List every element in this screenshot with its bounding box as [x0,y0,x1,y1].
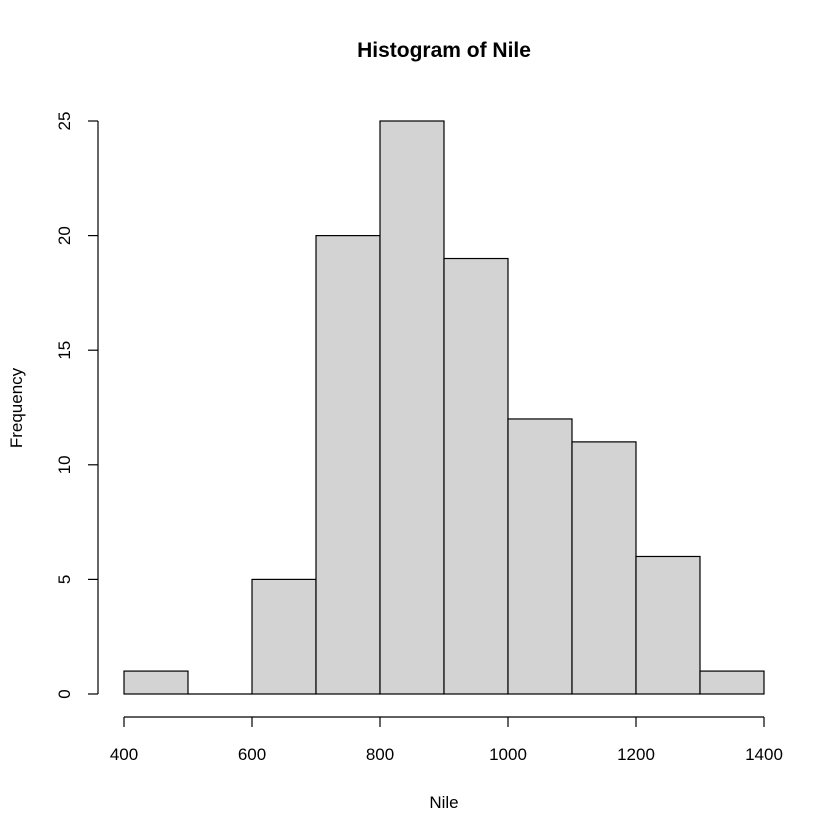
x-axis: 400 600 800 1000 1200 1400 [110,716,783,764]
y-axis-label: Frequency [7,367,26,448]
histogram-bar [507,418,573,695]
histogram-bar [315,235,381,695]
x-tick-label: 400 [110,745,138,764]
x-tick-label: 1200 [617,745,655,764]
y-tick-label: 25 [55,112,74,131]
y-tick-label: 5 [55,575,74,584]
y-tick-label: 20 [55,226,74,245]
histogram-bar [379,120,445,695]
histogram-bar [635,555,701,695]
y-tick-label: 15 [55,341,74,360]
y-axis: 0 5 10 15 20 25 [55,112,99,699]
x-tick-label: 1000 [489,745,527,764]
histogram-bar [571,441,637,695]
x-axis-label: Nile [429,793,458,812]
y-tick-label: 10 [55,455,74,474]
x-tick-label: 800 [366,745,394,764]
x-tick-label: 600 [238,745,266,764]
bars-group [123,120,765,695]
y-tick-label: 0 [55,689,74,698]
histogram-bar [251,578,317,695]
histogram-bar [443,257,509,695]
histogram-bar [699,670,765,695]
histogram-bar [123,670,189,695]
chart-title: Histogram of Nile [357,39,531,62]
x-tick-label: 1400 [745,745,783,764]
